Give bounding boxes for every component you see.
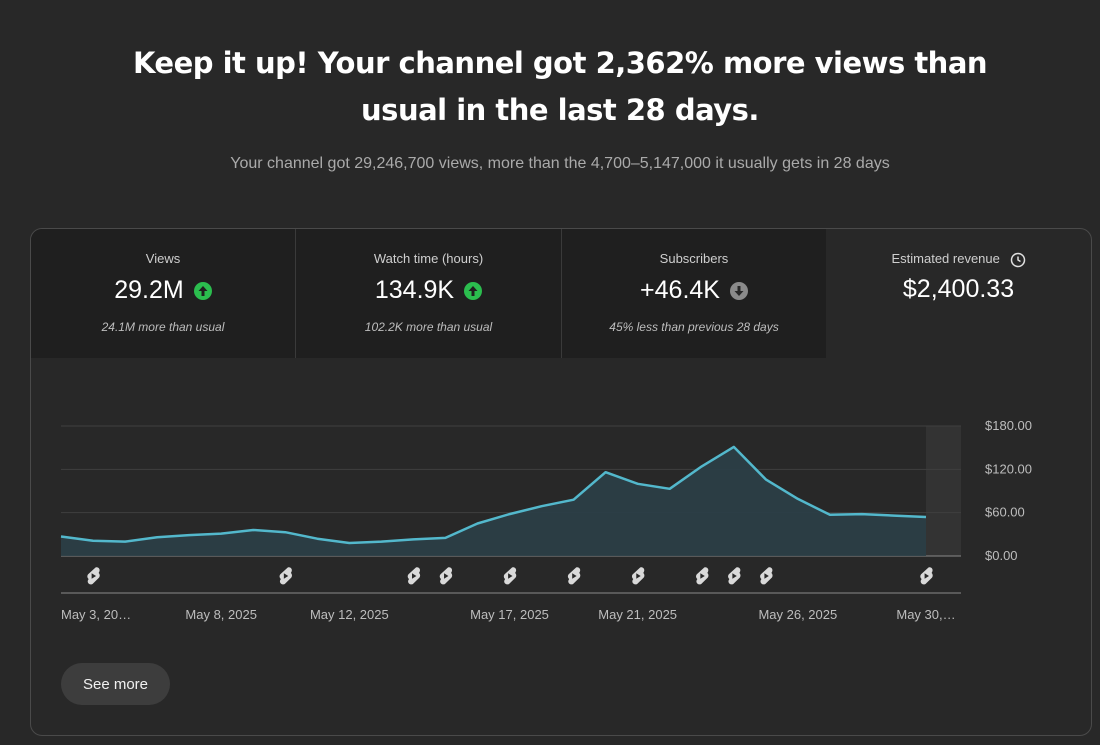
data-point	[347, 541, 351, 545]
shorts-icon[interactable]	[407, 567, 421, 585]
metric-value: 29.2M	[114, 276, 184, 304]
see-more-button[interactable]: See more	[61, 663, 170, 705]
metric-note: 24.1M more than usual	[101, 320, 225, 334]
data-point	[636, 482, 640, 486]
current-period-band	[926, 426, 961, 556]
x-tick-label: May 17, 2025	[470, 607, 549, 622]
metric-value: $2,400.33	[902, 275, 1015, 303]
metric-label: Estimated revenue	[891, 251, 1000, 266]
data-point	[828, 513, 832, 517]
shorts-icon[interactable]	[631, 567, 645, 585]
data-point	[668, 487, 672, 491]
metric-value-row: $2,400.33	[826, 275, 1091, 304]
data-point	[508, 512, 512, 516]
data-point	[732, 445, 736, 449]
shorts-icon[interactable]	[760, 567, 773, 585]
y-tick-label: $120.00	[985, 461, 1032, 476]
metric-value: +46.4K	[640, 276, 720, 304]
data-point	[443, 536, 447, 540]
data-point	[860, 512, 864, 516]
series-area	[61, 446, 926, 556]
shorts-icon[interactable]	[728, 567, 741, 585]
x-tick-label: May 8, 2025	[185, 607, 257, 622]
metric-value: 134.9K	[374, 276, 455, 304]
shorts-icon[interactable]	[87, 567, 100, 585]
metric-value-row: +46.4K	[562, 276, 826, 305]
metric-tab-revenue[interactable]: Estimated revenue $2,400.33	[826, 229, 1091, 358]
data-point	[219, 532, 223, 536]
data-point	[187, 533, 191, 537]
insight-subheadline: Your channel got 29,246,700 views, more …	[230, 155, 890, 172]
metric-label: Views	[145, 251, 181, 266]
shorts-icon[interactable]	[920, 567, 933, 585]
metric-tabs: Views 29.2M 24.1M more than usual Watch …	[31, 229, 1091, 358]
shorts-icon[interactable]	[696, 567, 709, 585]
data-point	[315, 537, 319, 541]
data-point	[59, 535, 63, 539]
shorts-icon[interactable]	[503, 567, 517, 585]
metric-note: 102.2K more than usual	[364, 320, 493, 334]
shorts-icon[interactable]	[567, 567, 581, 585]
insight-headline: Keep it up! Your channel got 2,362% more…	[132, 46, 988, 127]
y-tick-label: $0.00	[985, 548, 1018, 563]
shorts-icon[interactable]	[439, 567, 453, 585]
data-point	[475, 522, 479, 526]
metric-tab-subscribers[interactable]: Subscribers +46.4K 45% less than previou…	[562, 229, 826, 358]
analytics-card: Views 29.2M 24.1M more than usual Watch …	[30, 228, 1092, 736]
data-point	[91, 539, 95, 543]
data-point	[764, 477, 768, 481]
metric-label: Watch time (hours)	[373, 251, 484, 266]
metric-value-row: 29.2M	[31, 276, 295, 305]
data-point	[892, 514, 896, 518]
x-tick-label: May 26, 2025	[758, 607, 837, 622]
metric-value-row: 134.9K	[296, 276, 561, 305]
x-tick-label: May 12, 2025	[310, 607, 389, 622]
data-point	[796, 497, 800, 501]
data-point	[123, 540, 127, 544]
data-point	[924, 515, 928, 519]
data-point	[155, 535, 159, 539]
data-point	[700, 464, 704, 468]
arrow-up-icon	[193, 281, 212, 300]
shorts-icon[interactable]	[279, 567, 292, 585]
metric-note: 45% less than previous 28 days	[609, 320, 779, 334]
arrow-up-icon	[464, 281, 483, 300]
data-point	[379, 540, 383, 544]
data-point	[572, 498, 576, 502]
y-tick-label: $60.00	[985, 505, 1025, 520]
arrow-down-icon	[729, 281, 748, 300]
data-point	[251, 528, 255, 532]
metric-label-row: Estimated revenue	[826, 251, 1091, 268]
x-tick-label: May 3, 20…	[61, 607, 131, 622]
data-point	[540, 504, 544, 508]
metric-tab-views[interactable]: Views 29.2M 24.1M more than usual	[31, 229, 296, 358]
metric-label: Subscribers	[659, 251, 729, 266]
data-point	[411, 537, 415, 541]
y-tick-label: $180.00	[985, 418, 1032, 433]
metric-tab-watch-time[interactable]: Watch time (hours) 134.9K 102.2K more th…	[296, 229, 562, 358]
data-point	[604, 470, 608, 474]
x-tick-label: May 21, 2025	[598, 607, 677, 622]
series-line	[60, 445, 927, 545]
x-tick-label: May 30,…	[896, 607, 955, 622]
clock-icon	[1010, 252, 1025, 267]
data-point	[283, 530, 287, 534]
revenue-chart[interactable]: $180.00 $120.00 $60.00 $0.00 May 3, 20… May 8…	[31, 358, 1091, 658]
